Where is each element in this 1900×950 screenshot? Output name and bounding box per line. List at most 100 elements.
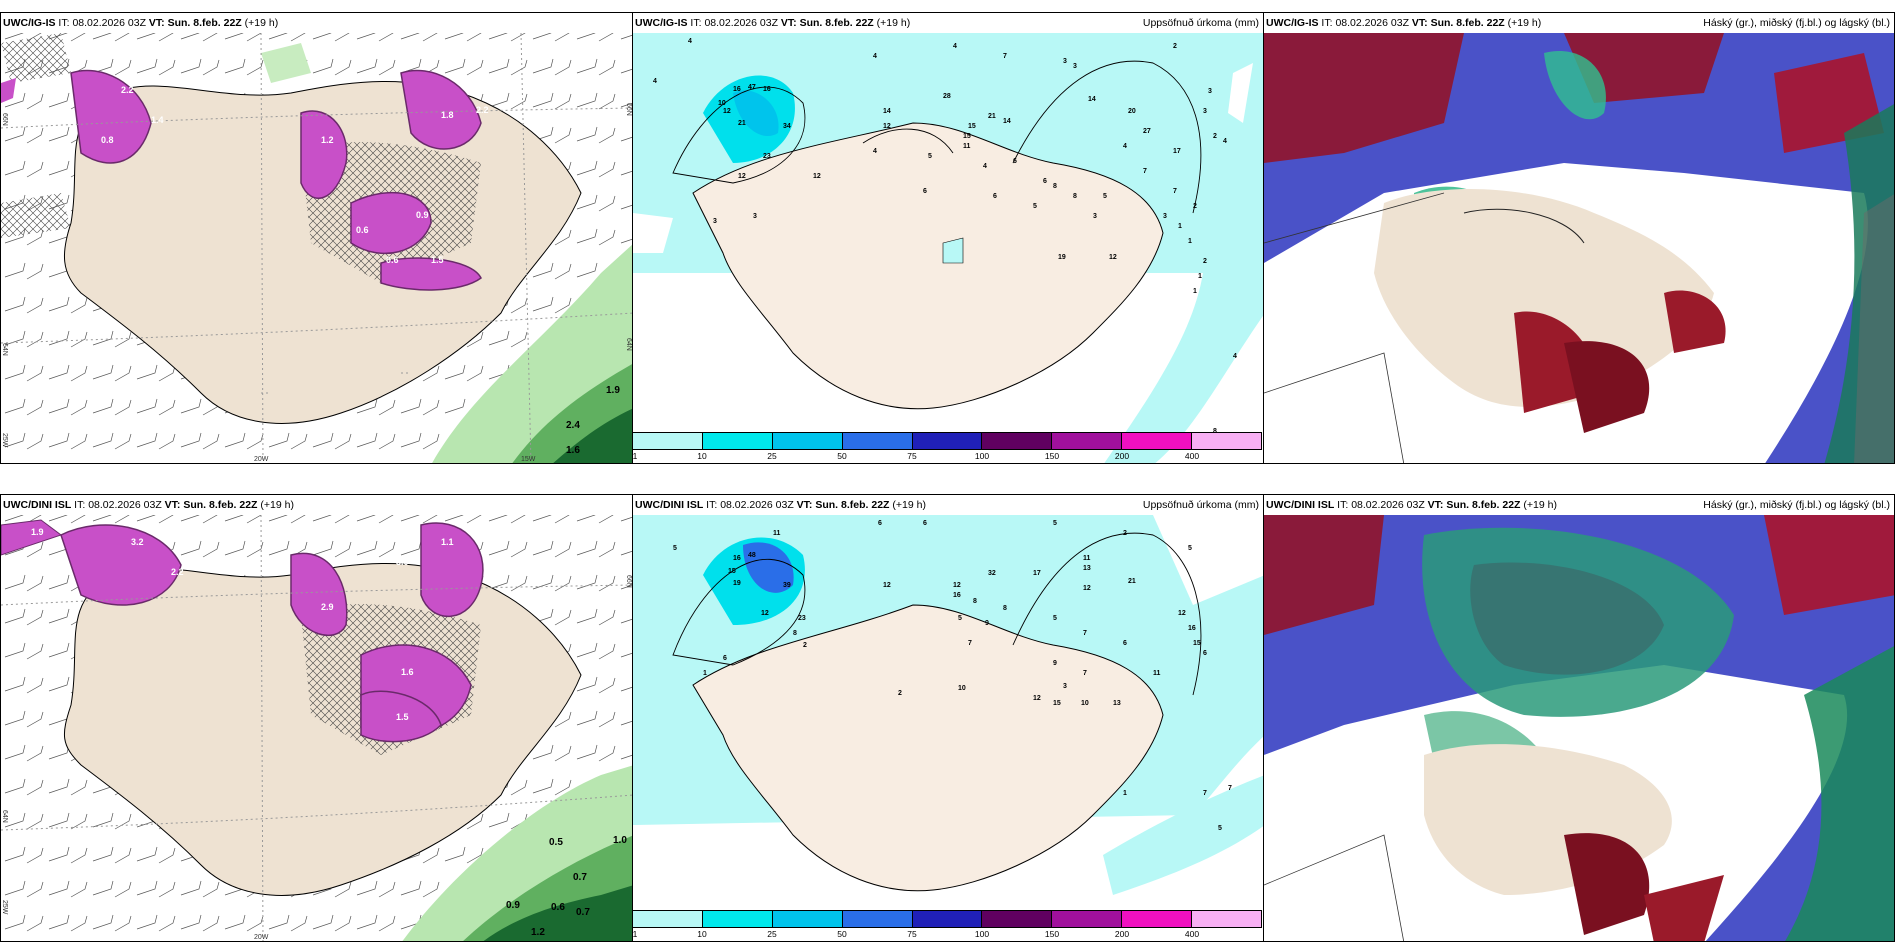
svg-text:5: 5 [1188,545,1192,552]
snow-value: 1.9 [606,385,620,396]
colorbar-tick: 50 [837,929,847,939]
colorbar-tick: 1 [632,451,638,461]
svg-text:4: 4 [1233,353,1237,360]
svg-text:12: 12 [883,582,891,589]
svg-text:3: 3 [1063,58,1067,65]
lon-label: 15W [521,456,536,463]
svg-text:11: 11 [1153,670,1161,677]
svg-text:9: 9 [1053,660,1057,667]
snow-value: 2.2 [476,105,489,115]
svg-text:1: 1 [1198,273,1202,280]
panel-header: UWC/IG-IS IT: 08.02.2026 03Z VT: Sun. 8.… [1,13,632,33]
snow-value: 1.5 [396,712,409,722]
snow-value: 0.5 [549,837,563,848]
svg-text:8: 8 [973,598,977,605]
colorbar-tick: 150 [1044,929,1060,939]
snow-value: 3.0 [396,557,409,567]
snow-value: 1.2 [531,927,545,938]
svg-text:32: 32 [988,570,996,577]
svg-text:6: 6 [1203,650,1207,657]
svg-text:5: 5 [673,545,677,552]
svg-text:9: 9 [985,620,989,627]
precip-colorbar-labels: 1 10 25 50 75 100 150 200 400 [632,451,1262,463]
snow-value: 1.6 [566,445,580,456]
svg-text:6: 6 [993,193,997,200]
colorbar-swatch [702,433,773,449]
snow-value: 0.9 [506,900,520,911]
colorbar-swatch [842,911,913,927]
panel-header: UWC/DINI ISL IT: 08.02.2026 03Z VT: Sun.… [633,495,1263,515]
svg-text:8: 8 [1053,183,1057,190]
snow-value: 0.7 [576,907,590,918]
svg-text:48: 48 [748,552,756,559]
svg-text:4: 4 [1123,143,1127,150]
svg-text:1: 1 [1178,223,1182,230]
colorbar-swatch [1052,433,1123,449]
svg-text:7: 7 [1173,188,1177,195]
panel-title: Háský (gr.), miðský (fj.bl.) og lágský (… [1703,495,1890,515]
svg-text:4: 4 [688,38,692,45]
lat-label: 25W [1,900,8,915]
colorbar-swatch [982,433,1053,449]
svg-text:2: 2 [1193,203,1197,210]
svg-text:4: 4 [953,43,957,50]
svg-text:4: 4 [873,53,877,60]
svg-text:10: 10 [958,685,966,692]
svg-text:5: 5 [928,153,932,160]
snow-value: 0.6 [551,902,565,913]
svg-text:34: 34 [783,123,791,130]
svg-text:11: 11 [773,530,781,537]
precip-colorbar [632,910,1262,928]
svg-text:21: 21 [988,113,996,120]
svg-text:11: 11 [1083,555,1091,562]
panel-bottom-snow: UWC/DINI ISL IT: 08.02.2026 03Z VT: Sun.… [0,494,633,942]
svg-text:8: 8 [1073,193,1077,200]
snow-value: 1.0 [613,835,627,846]
colorbar-tick: 200 [1114,929,1130,939]
lon-label: 20W [254,456,269,463]
lon-label: 20W [254,934,269,941]
svg-text:12: 12 [1178,610,1186,617]
svg-text:15: 15 [1053,700,1061,707]
snow-value: 0.6 [356,225,369,235]
svg-text:16: 16 [763,86,771,93]
svg-text:15: 15 [1193,640,1201,647]
svg-text:19: 19 [733,580,741,587]
svg-text:14: 14 [883,108,891,115]
colorbar-swatch [1192,433,1262,449]
svg-text:23: 23 [763,153,771,160]
svg-text:28: 28 [943,93,951,100]
svg-text:3: 3 [753,213,757,220]
svg-text:12: 12 [1083,585,1091,592]
snow-value: 1.8 [441,110,454,120]
panel-top-cloud: UWC/IG-IS IT: 08.02.2026 03Z VT: Sun. 8.… [1263,12,1895,464]
panel-top-snow: UWC/IG-IS IT: 08.02.2026 03Z VT: Sun. 8.… [0,12,633,464]
colorbar-tick: 200 [1114,451,1130,461]
svg-text:6: 6 [878,520,882,527]
svg-text:5: 5 [1053,520,1057,527]
svg-text:47: 47 [748,84,756,91]
svg-text:4: 4 [1223,138,1227,145]
svg-text:2: 2 [1123,530,1127,537]
svg-text:11: 11 [963,143,971,150]
panel-bottom-cloud: UWC/DINI ISL IT: 08.02.2026 03Z VT: Sun.… [1263,494,1895,942]
svg-text:8: 8 [793,630,797,637]
svg-text:17: 17 [1173,148,1181,155]
colorbar-tick: 100 [974,451,990,461]
svg-text:5: 5 [1053,615,1057,622]
svg-text:8: 8 [1213,428,1217,435]
svg-text:16: 16 [733,555,741,562]
lat-label: 25W [1,433,8,448]
colorbar-tick: 10 [697,451,707,461]
svg-text:1: 1 [1193,288,1197,295]
snowfall-map: 1.4 2.2 0.8 1.8 2.2 0.6 1.2 0.6 1.5 0.9 … [1,13,632,463]
panel-title: Háský (gr.), miðský (fj.bl.) og lágský (… [1703,13,1890,33]
colorbar-swatch [1122,911,1193,927]
snow-value: 3.2 [131,537,144,547]
precip-colorbar-labels: 1 10 25 50 75 100 150 200 400 [632,929,1262,941]
colorbar-swatch [633,911,703,927]
svg-text:7: 7 [1083,670,1087,677]
svg-text:12: 12 [1109,254,1117,261]
snow-value: 1.6 [401,667,414,677]
